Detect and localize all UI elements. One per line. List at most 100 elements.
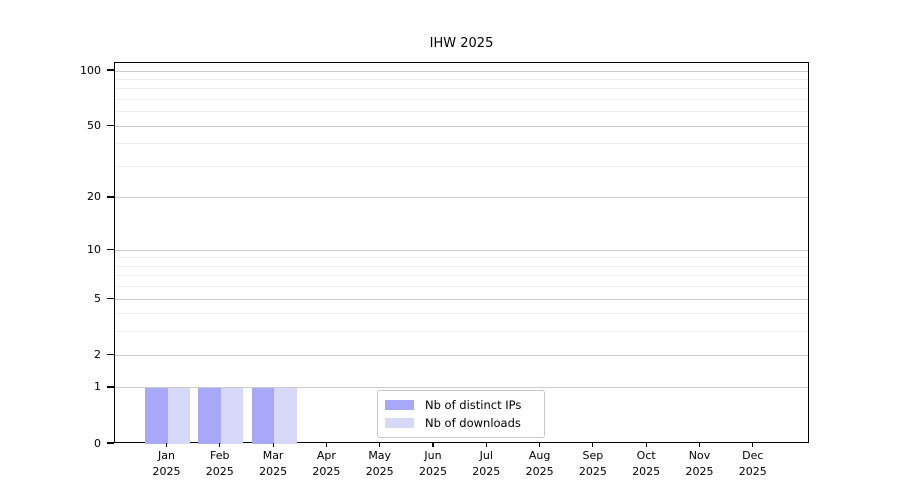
y-tick-mark-20 (107, 196, 114, 198)
gridline-minor-40 (115, 143, 808, 145)
gridline-major-1 (115, 387, 808, 389)
bar-downloads-feb (220, 387, 244, 444)
y-tick-mark-0 (107, 442, 114, 444)
x-tick-year: 2025 (152, 465, 181, 478)
x-tick-label-sep: Sep 2025 (561, 448, 625, 480)
bar-distinct-ips-feb (198, 387, 221, 444)
x-tick-month: Sep (582, 449, 604, 462)
x-tick-label-jun: Jun 2025 (401, 448, 465, 480)
legend-label-downloads: Nb of downloads (425, 416, 521, 430)
x-tick-mark-dec (752, 443, 754, 447)
x-tick-mark-jul (485, 443, 487, 447)
x-tick-month: Jun (424, 449, 442, 462)
y-tick-label-10: 10 (87, 242, 101, 256)
x-tick-month: Jul (479, 449, 493, 462)
x-tick-month: Nov (688, 449, 711, 462)
x-tick-mark-may (379, 443, 381, 447)
x-tick-month: May (368, 449, 392, 462)
x-tick-year: 2025 (205, 465, 234, 478)
x-tick-label-oct: Oct 2025 (614, 448, 678, 480)
x-tick-year: 2025 (472, 465, 501, 478)
x-tick-label-feb: Feb 2025 (188, 448, 252, 480)
bar-distinct-ips-mar (251, 387, 275, 444)
y-tick-label-0: 0 (94, 436, 101, 450)
gridline-minor-60 (115, 111, 808, 113)
x-tick-month: Apr (316, 449, 336, 462)
x-tick-label-aug: Aug 2025 (508, 448, 572, 480)
x-tick-year: 2025 (632, 465, 661, 478)
y-tick-label-100: 100 (80, 63, 101, 77)
legend-swatch-downloads (385, 418, 414, 428)
gridline-major-20 (115, 197, 808, 199)
x-tick-mark-feb (219, 443, 221, 447)
x-tick-label-jan: Jan 2025 (135, 448, 199, 480)
legend: Nb of distinct IPs Nb of downloads (377, 390, 545, 438)
y-tick-mark-1 (107, 386, 114, 388)
legend-item-distinct-ips: Nb of distinct IPs (385, 398, 536, 412)
gridline-major-5 (115, 298, 808, 300)
x-tick-month: Dec (742, 449, 764, 462)
x-tick-mark-jun (432, 443, 434, 447)
x-tick-mark-aug (539, 443, 541, 447)
y-tick-label-50: 50 (87, 118, 101, 132)
x-tick-label-mar: Mar 2025 (241, 448, 305, 480)
gridline-minor-3 (115, 331, 808, 333)
x-tick-month: Aug (528, 449, 551, 462)
y-tick-label-20: 20 (87, 190, 101, 204)
y-tick-mark-2 (107, 353, 114, 355)
x-tick-mark-nov (698, 443, 701, 447)
bar-downloads-mar (274, 387, 297, 444)
x-tick-month: Oct (636, 449, 656, 462)
x-tick-month: Jan (158, 449, 175, 462)
x-tick-year: 2025 (685, 465, 714, 478)
gridline-minor-70 (115, 98, 808, 100)
x-tick-year: 2025 (312, 465, 341, 478)
gridline-minor-4 (115, 313, 808, 315)
x-tick-mark-mar (272, 443, 274, 447)
y-tick-label-1: 1 (94, 380, 101, 394)
gridline-major-10 (115, 249, 808, 251)
y-tick-label-5: 5 (94, 291, 101, 305)
gridline-major-100 (115, 70, 808, 72)
x-tick-mark-apr (325, 443, 327, 447)
bar-distinct-ips-jan (145, 387, 168, 444)
gridline-minor-8 (115, 265, 808, 267)
x-tick-year: 2025 (738, 465, 767, 478)
x-tick-year: 2025 (578, 465, 607, 478)
chart-title: IHW 2025 (429, 36, 494, 51)
bars-layer (115, 63, 808, 444)
legend-swatch-distinct-ips (385, 400, 414, 410)
plot-area: Nb of distinct IPs Nb of downloads (114, 62, 809, 444)
x-tick-year: 2025 (419, 465, 447, 478)
bar-downloads-jan (167, 387, 190, 444)
x-tick-label-may: May 2025 (348, 448, 412, 480)
legend-label-distinct-ips: Nb of distinct IPs (425, 398, 522, 412)
gridline-minor-30 (115, 165, 808, 167)
x-tick-year: 2025 (365, 465, 394, 478)
gridline-minor-90 (115, 78, 808, 80)
gridline-minor-6 (115, 286, 808, 288)
gridline-minor-9 (115, 257, 808, 259)
x-tick-label-nov: Nov 2025 (668, 448, 732, 480)
x-tick-year: 2025 (259, 465, 288, 478)
gridline-minor-80 (115, 88, 808, 90)
x-tick-mark-oct (645, 443, 647, 447)
y-tick-mark-5 (107, 297, 114, 299)
grid-layer (115, 63, 808, 442)
gridline-major-2 (115, 354, 808, 356)
legend-item-downloads: Nb of downloads (385, 416, 536, 430)
gridline-minor-7 (115, 275, 808, 277)
y-tick-mark-100 (107, 69, 114, 71)
x-tick-mark-jan (165, 443, 168, 447)
x-tick-month: Feb (210, 449, 230, 462)
x-tick-year: 2025 (525, 465, 554, 478)
x-tick-label-jul: Jul 2025 (454, 448, 518, 480)
y-tick-label-2: 2 (94, 347, 101, 361)
y-tick-mark-50 (107, 124, 114, 126)
x-tick-label-dec: Dec 2025 (721, 448, 785, 480)
x-tick-label-apr: Apr 2025 (294, 448, 358, 480)
gridline-major-50 (115, 125, 808, 127)
x-tick-month: Mar (262, 449, 284, 462)
